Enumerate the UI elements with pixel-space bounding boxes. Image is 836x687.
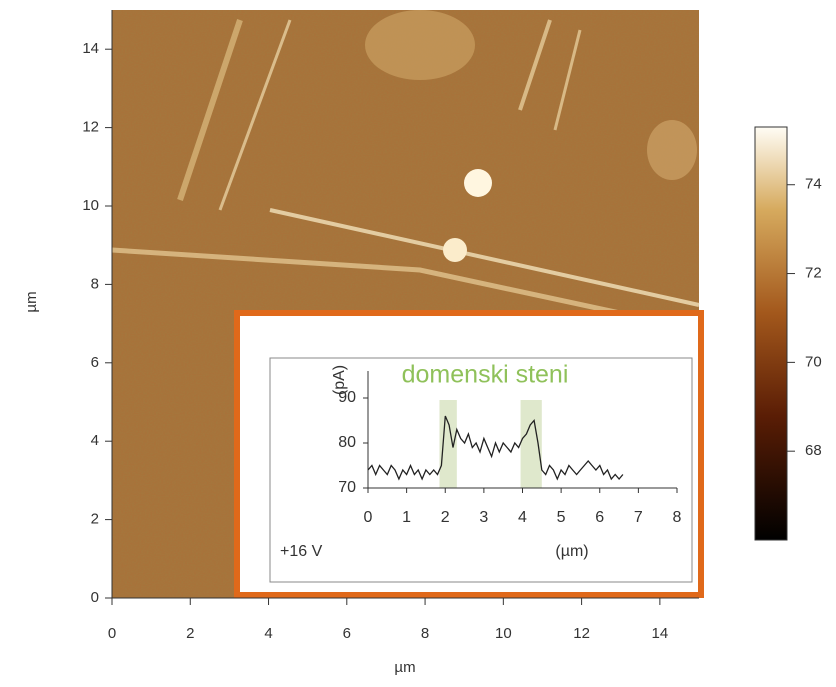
x-tick-label: 8 xyxy=(421,625,429,642)
y-tick-label: 2 xyxy=(91,511,99,528)
wall-highlight xyxy=(439,400,457,488)
y-tick-label: 12 xyxy=(82,119,99,136)
wall-highlight xyxy=(520,400,542,488)
y-axis-label: µm xyxy=(23,291,40,312)
inset-x-tick-label: 5 xyxy=(557,509,566,526)
colorbar-tick-label: 68 xyxy=(805,442,822,459)
inset-x-tick-label: 0 xyxy=(364,509,373,526)
colorbar-tick-label: 70 xyxy=(805,353,822,370)
x-axis-label: µm xyxy=(394,659,415,676)
inset-x-tick-label: 2 xyxy=(441,509,450,526)
y-tick-label: 0 xyxy=(91,589,99,606)
inset-y-tick-label: 90 xyxy=(338,389,356,406)
inset-x-tick-label: 4 xyxy=(518,509,527,526)
y-tick-label: 10 xyxy=(82,197,99,214)
inset-box xyxy=(234,310,704,598)
inset-frame xyxy=(269,357,693,583)
x-tick-label: 12 xyxy=(573,625,590,642)
x-tick-label: 4 xyxy=(264,625,272,642)
inset-y-tick-label: 80 xyxy=(338,434,356,451)
x-tick-label: 0 xyxy=(108,625,116,642)
inset-x-tick-label: 8 xyxy=(673,509,682,526)
colorbar xyxy=(754,126,788,541)
x-tick-label: 2 xyxy=(186,625,194,642)
afm-image xyxy=(111,10,700,598)
inset-x-label: (µm) xyxy=(555,543,588,560)
inset-x-tick-label: 7 xyxy=(634,509,643,526)
x-tick-label: 6 xyxy=(343,625,351,642)
y-tick-label: 8 xyxy=(91,275,99,292)
inset-title: domenski steni xyxy=(402,361,569,389)
colorbar-tick-label: 74 xyxy=(805,176,822,193)
y-tick-label: 4 xyxy=(91,432,99,449)
inset-x-tick-label: 1 xyxy=(402,509,411,526)
inset-x-tick-label: 6 xyxy=(595,509,604,526)
inset-y-tick-label: 70 xyxy=(338,479,356,496)
inset-x-tick-label: 3 xyxy=(479,509,488,526)
y-tick-label: 6 xyxy=(91,354,99,371)
colorbar-tick-label: 72 xyxy=(805,265,822,282)
x-tick-label: 10 xyxy=(495,625,512,642)
profile-line xyxy=(367,415,624,481)
x-tick-label: 14 xyxy=(652,625,669,642)
inset-annotation: +16 V xyxy=(280,543,323,560)
inset-y-label: (pA) xyxy=(331,365,348,395)
y-tick-label: 14 xyxy=(82,40,99,57)
